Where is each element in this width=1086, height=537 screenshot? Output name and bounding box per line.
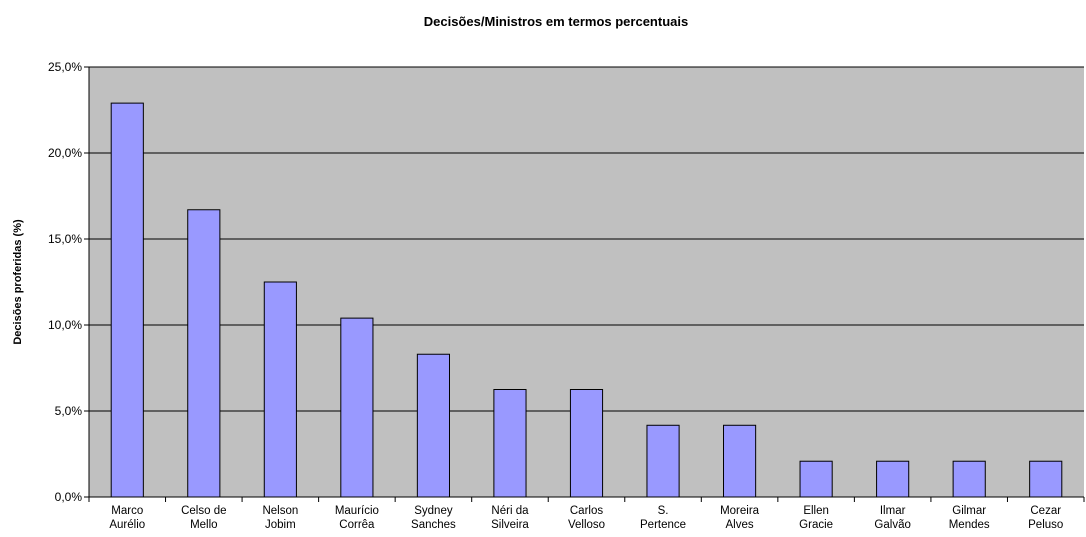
x-tick-label: Ilmar Galvão [874,505,910,531]
bar [876,460,910,498]
x-tick-label: Sydney Sanches [411,505,456,531]
x-tick-label-line: Aurélio [109,519,145,531]
x-tick-label: Néri da Silveira [491,505,529,531]
y-tick-label: 20,0% [48,146,82,160]
y-tick-label: 5,0% [55,404,83,418]
x-tick-label-line: Sanches [411,519,456,531]
y-axis-label: Decisões proferidas (%) [12,219,24,345]
x-tick-label: S. Pertence [640,505,686,531]
bar [187,209,221,498]
chart-title: Decisões/Ministros em termos percentuais [424,14,688,29]
x-tick-label-line: Mendes [949,519,990,531]
bar [493,389,527,498]
x-tick-label-line: Velloso [568,519,605,531]
x-tick-label-line: Nelson [262,505,298,517]
x-tick-label-line: Pertence [640,519,686,531]
y-tick-label: 15,0% [48,232,82,246]
y-tick-label: 10,0% [48,318,82,332]
x-tick-label-line: Cezar [1030,505,1061,517]
x-tick-label-line: Jobim [265,519,296,531]
x-tick-label-line: Mello [190,519,217,531]
x-tick-label-line: Peluso [1028,519,1063,531]
x-tick-label-line: Alves [726,519,754,531]
bar [723,424,757,498]
x-tick-label: Moreira Alves [720,505,760,531]
x-tick-label-line: Corrêa [339,519,375,531]
x-tick-label-line: Marco [111,505,143,517]
x-tick-label-line: Gilmar [952,505,986,517]
x-tick-label-line: Ellen [803,505,829,517]
y-tick-label: 25,0% [48,60,82,74]
x-tick-label-line: Silveira [491,519,529,531]
x-tick-label-line: Néri da [491,505,529,517]
x-tick-label: Nelson Jobim [262,505,298,531]
bar [340,317,374,498]
x-tick-label-line: Ilmar [880,505,906,517]
x-tick-label: Ellen Gracie [799,505,833,531]
y-tick-label: 0,0% [55,490,83,504]
x-tick-label-line: Celso de [181,505,226,517]
bar [799,460,833,498]
bar [646,424,680,498]
x-tick-label: Maurício Corrêa [335,505,379,531]
bar [263,281,297,498]
x-tick-label-line: Sydney [414,505,453,517]
bar [110,102,144,498]
bar [416,353,450,498]
x-tick-label: Gilmar Mendes [949,505,990,531]
bar [952,460,986,498]
x-tick-label: Marco Aurélio [109,505,145,531]
x-tick-label-line: Carlos [570,505,603,517]
x-tick-label-line: Galvão [874,519,910,531]
x-tick-label-line: Gracie [799,519,833,531]
x-tick-label: Cezar Peluso [1028,505,1063,531]
bar [1029,460,1063,498]
x-tick-label: Carlos Velloso [568,505,605,531]
bar [569,389,604,498]
x-tick-label-line: S. [658,505,669,517]
x-tick-label: Celso de Mello [181,505,226,531]
x-tick-label-line: Moreira [720,505,760,517]
x-tick-label-line: Maurício [335,505,379,517]
